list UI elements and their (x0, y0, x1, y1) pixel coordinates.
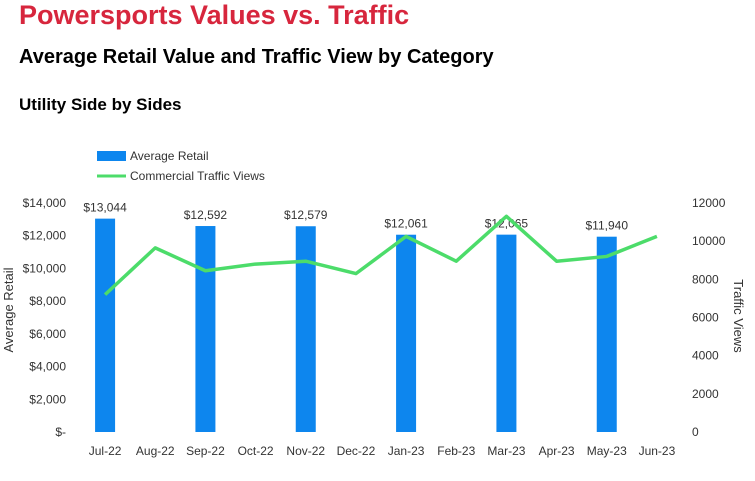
y-left-tick-label: $12,000 (23, 229, 67, 243)
bar-value-label: $12,579 (284, 208, 328, 222)
y-left-tick-label: $8,000 (29, 294, 66, 308)
legend: Average Retail Commercial Traffic Views (97, 149, 265, 183)
x-tick-label: Mar-23 (487, 444, 525, 458)
bar-series (95, 218, 617, 432)
bar-may-23 (596, 236, 617, 432)
x-tick-label: May-23 (587, 444, 627, 458)
y-right-tick-label: 4000 (692, 349, 719, 363)
y-right-tick-label: 0 (692, 425, 699, 439)
y-axis-right-title: Traffic Views (731, 279, 746, 353)
y-right-tick-label: 10000 (692, 234, 726, 248)
y-right-tick-label: 12000 (692, 196, 726, 210)
x-tick-label: Sep-22 (186, 444, 225, 458)
y-left-tick-label: $2,000 (29, 392, 66, 406)
legend-label-average-retail: Average Retail (130, 149, 209, 163)
bar-value-label: $12,061 (384, 217, 428, 231)
y-right-tick-label: 2000 (692, 387, 719, 401)
y-left-tick-label: $10,000 (23, 261, 67, 275)
chart-subtitle: Average Retail Value and Traffic View by… (19, 46, 494, 68)
bar-jul-22 (95, 218, 116, 432)
legend-label-traffic-views: Commercial Traffic Views (130, 169, 265, 183)
x-tick-label: Apr-23 (539, 444, 575, 458)
x-tick-label: Aug-22 (136, 444, 175, 458)
y-left-tick-label: $14,000 (23, 196, 67, 210)
traffic-views-line (103, 214, 658, 296)
line-series (103, 214, 658, 296)
bar-jan-23 (396, 234, 417, 432)
bar-value-label: $13,044 (83, 201, 127, 215)
x-tick-label: Jun-23 (639, 444, 676, 458)
y-right-tick-label: 6000 (692, 311, 719, 325)
x-axis-ticks: Jul-22 Aug-22 Sep-22 Oct-22 Nov-22 Dec-22 Jan-… (89, 444, 676, 458)
bar-value-label: $12,592 (184, 208, 228, 222)
bar-nov-22 (295, 226, 316, 432)
headline: Powersports Values vs. Traffic (19, 0, 410, 30)
x-tick-label: Feb-23 (437, 444, 475, 458)
category-title: Utility Side by Sides (19, 95, 182, 114)
y-axis-right-ticks: 0 2000 4000 6000 8000 10000 12000 (692, 196, 726, 439)
bar-sep-22 (195, 226, 216, 432)
x-tick-label: Nov-22 (286, 444, 325, 458)
legend-swatch-average-retail (97, 151, 126, 161)
y-left-tick-label: $4,000 (29, 360, 66, 374)
y-right-tick-label: 8000 (692, 272, 719, 286)
y-left-tick-label: $6,000 (29, 327, 66, 341)
y-axis-left-ticks: $- $2,000 $4,000 $6,000 $8,000 $10,000 $12,000… (23, 196, 67, 439)
bar-value-label: $11,940 (586, 219, 629, 233)
x-tick-label: Dec-22 (337, 444, 376, 458)
y-axis-left-title: Average Retail (1, 267, 16, 352)
bar-data-labels: $13,044$12,592 $12,579$12,061 $12,065 $11,9… (83, 201, 628, 233)
bar-mar-23 (496, 234, 517, 432)
x-tick-label: Oct-22 (238, 444, 274, 458)
x-tick-label: Jan-23 (388, 444, 425, 458)
y-left-tick-label: $- (55, 425, 66, 439)
x-tick-label: Jul-22 (89, 444, 122, 458)
